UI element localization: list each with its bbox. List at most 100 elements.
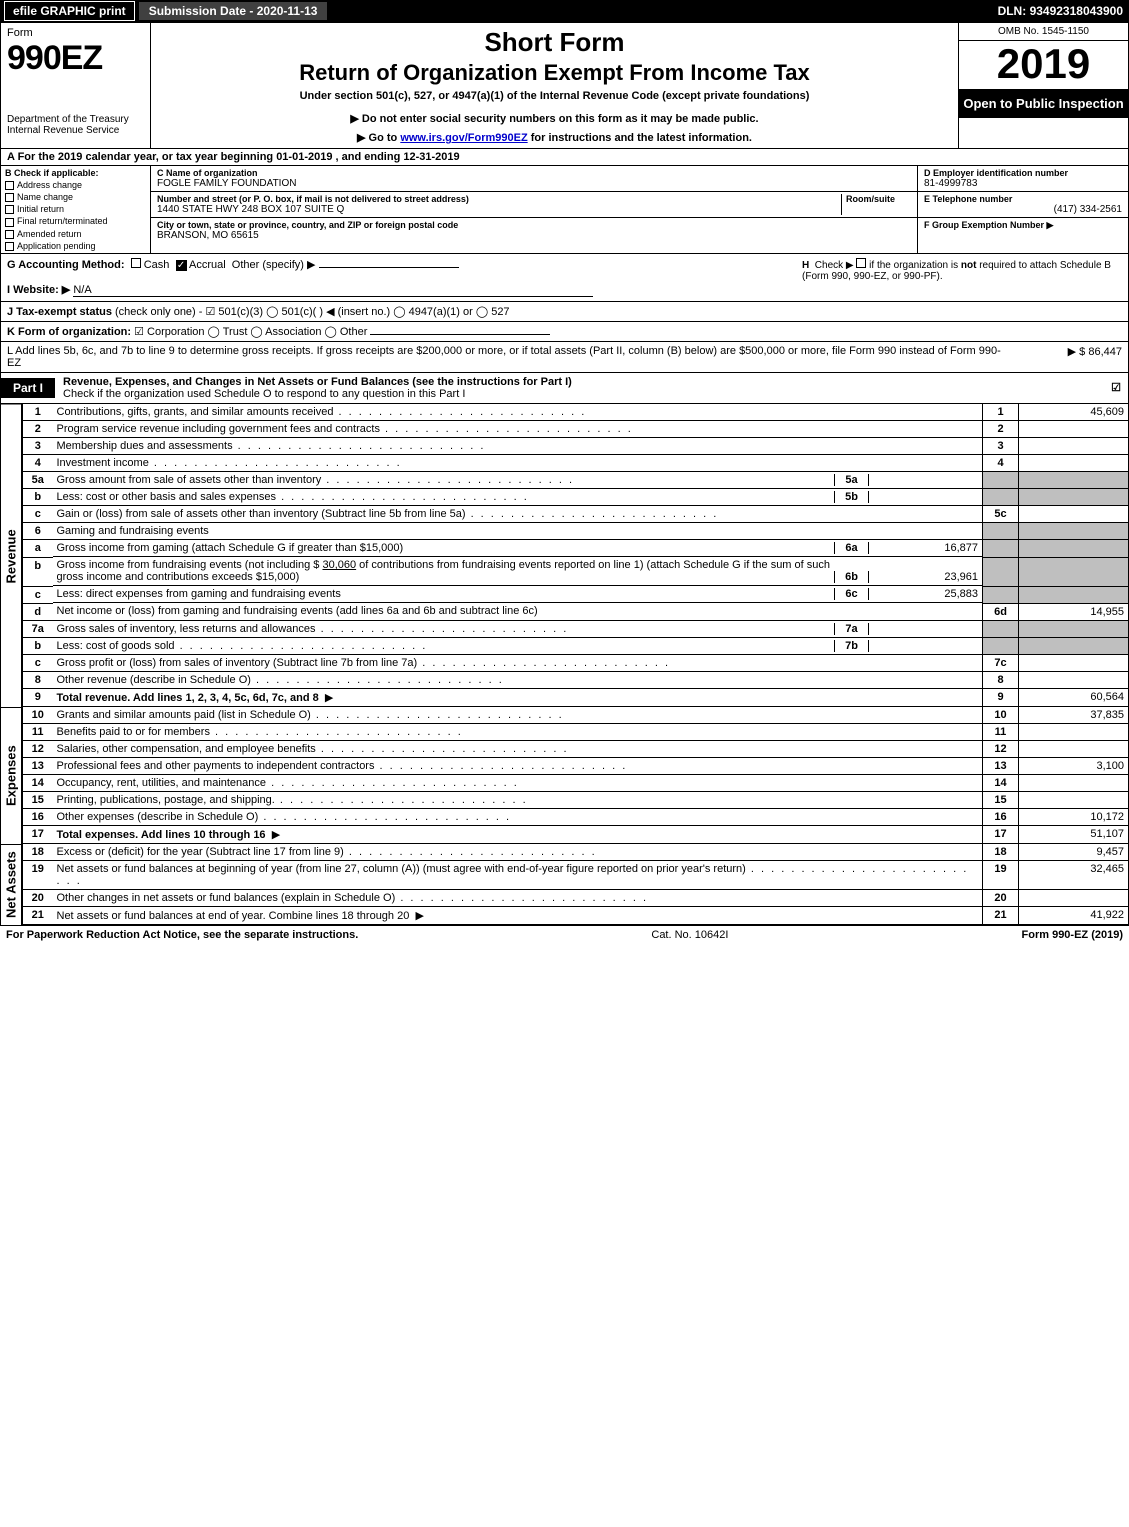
line7c-val	[1019, 655, 1129, 672]
chk-schedule-b[interactable]	[856, 258, 866, 268]
line6c-desc: Less: direct expenses from gaming and fu…	[57, 588, 835, 600]
accounting-row: G Accounting Method: Cash ✓ Accrual Othe…	[0, 254, 1129, 302]
line6c-grey2	[1019, 586, 1129, 603]
city-value: BRANSON, MO 65615	[157, 230, 911, 241]
line19-val: 32,465	[1019, 861, 1129, 890]
line1-col: 1	[983, 404, 1019, 421]
line4-val	[1019, 454, 1129, 471]
line20-col: 20	[983, 890, 1019, 907]
line5a-grey1	[983, 471, 1019, 489]
line1-num: 1	[23, 404, 53, 421]
l-row: L Add lines 5b, 6c, and 7b to line 9 to …	[0, 342, 1129, 373]
dln-value: 93492318043900	[1030, 4, 1123, 18]
org-info-row: B Check if applicable: Address change Na…	[0, 166, 1129, 254]
line7b-grey1	[983, 638, 1019, 655]
line14-desc: Occupancy, rent, utilities, and maintena…	[53, 775, 983, 792]
line5b-grey1	[983, 489, 1019, 506]
chk-initial-return[interactable]	[5, 205, 14, 214]
line6a-subval: 16,877	[868, 542, 978, 554]
line3-desc: Membership dues and assessments	[53, 437, 983, 454]
part1-bar: Part I Revenue, Expenses, and Changes in…	[0, 373, 1129, 404]
line21-num: 21	[23, 907, 53, 925]
line3-num: 3	[23, 437, 53, 454]
chk-final-return[interactable]	[5, 218, 14, 227]
street-value: 1440 STATE HWY 248 BOX 107 SUITE Q	[157, 204, 841, 215]
line6b-num: b	[23, 557, 53, 586]
line6a-num: a	[23, 540, 53, 558]
line6b-grey1	[983, 557, 1019, 586]
revenue-table: 1Contributions, gifts, grants, and simil…	[22, 404, 1129, 708]
line7c-num: c	[23, 655, 53, 672]
k-row: K Form of organization: ☑ Corporation ◯ …	[0, 322, 1129, 342]
line10-num: 10	[23, 707, 53, 724]
footer-catno: Cat. No. 10642I	[358, 929, 1021, 941]
line13-col: 13	[983, 758, 1019, 775]
line11-num: 11	[23, 724, 53, 741]
line10-val: 37,835	[1019, 707, 1129, 724]
line5c-desc: Gain or (loss) from sale of assets other…	[53, 506, 983, 523]
line5b-desc: Less: cost or other basis and sales expe…	[57, 491, 835, 503]
line6b-grey2	[1019, 557, 1129, 586]
chk-amended[interactable]	[5, 230, 14, 239]
line6-num: 6	[23, 523, 53, 540]
line6a-grey1	[983, 540, 1019, 558]
form-header: Form 990EZ Department of the Treasury In…	[0, 22, 1129, 149]
line14-val	[1019, 775, 1129, 792]
line6d-num: d	[23, 603, 53, 620]
line7a-desc: Gross sales of inventory, less returns a…	[57, 623, 835, 635]
line11-desc: Benefits paid to or for members	[53, 724, 983, 741]
irs-link[interactable]: www.irs.gov/Form990EZ	[400, 132, 527, 144]
line8-val	[1019, 672, 1129, 689]
line5a-desc: Gross amount from sale of assets other t…	[57, 474, 835, 486]
line7b-grey2	[1019, 638, 1129, 655]
line7a-grey1	[983, 620, 1019, 638]
ein-label: D Employer identification number	[924, 168, 1122, 178]
line10-col: 10	[983, 707, 1019, 724]
line5b-subval	[868, 491, 978, 503]
line3-val	[1019, 437, 1129, 454]
line5a-sub: 5a	[834, 474, 868, 486]
website-value: N/A	[73, 284, 593, 297]
dept-treasury: Department of the Treasury	[7, 114, 144, 125]
line16-col: 16	[983, 809, 1019, 826]
chk-address-change[interactable]	[5, 181, 14, 190]
line20-num: 20	[23, 890, 53, 907]
efile-topbar: efile GRAPHIC print Submission Date - 20…	[0, 0, 1129, 22]
chk-name-change[interactable]	[5, 193, 14, 202]
line19-col: 19	[983, 861, 1019, 890]
line13-num: 13	[23, 758, 53, 775]
line3-col: 3	[983, 437, 1019, 454]
l-amount: ▶ $ 86,447	[1002, 345, 1122, 369]
submission-value: 2020-11-13	[257, 4, 318, 18]
line6a-desc: Gross income from gaming (attach Schedul…	[57, 542, 835, 554]
line5b-grey2	[1019, 489, 1129, 506]
opt-other-specify: Other (specify) ▶	[232, 259, 316, 271]
opt-final: Final return/terminated	[17, 216, 108, 226]
efile-graphic-print[interactable]: efile GRAPHIC print	[4, 1, 135, 21]
return-title: Return of Organization Exempt From Incom…	[159, 60, 950, 86]
part1-check: ☑	[1104, 381, 1128, 394]
line20-val	[1019, 890, 1129, 907]
line17-desc: Total expenses. Add lines 10 through 16 …	[53, 826, 983, 844]
footer-right: Form 990-EZ (2019)	[1022, 929, 1123, 941]
submission-label: Submission Date -	[149, 4, 257, 18]
part1-title: Revenue, Expenses, and Changes in Net As…	[55, 373, 1104, 403]
street-label: Number and street (or P. O. box, if mail…	[157, 194, 841, 204]
irs: Internal Revenue Service	[7, 125, 144, 136]
l-text: L Add lines 5b, 6c, and 7b to line 9 to …	[7, 345, 1002, 369]
line2-num: 2	[23, 420, 53, 437]
line18-val: 9,457	[1019, 844, 1129, 861]
opt-amended: Amended return	[17, 229, 82, 239]
goto-pre: ▶ Go to	[357, 132, 400, 144]
chk-cash[interactable]	[131, 258, 141, 268]
submission-date: Submission Date - 2020-11-13	[139, 2, 328, 20]
chk-accrual[interactable]: ✓	[176, 260, 187, 271]
j-row: J Tax-exempt status (check only one) - ☑…	[0, 302, 1129, 322]
line16-val: 10,172	[1019, 809, 1129, 826]
line8-col: 8	[983, 672, 1019, 689]
opt-pending: Application pending	[17, 241, 96, 251]
line18-num: 18	[23, 844, 53, 861]
part1-subtitle: Check if the organization used Schedule …	[63, 388, 465, 400]
line19-desc: Net assets or fund balances at beginning…	[53, 861, 983, 890]
chk-pending[interactable]	[5, 242, 14, 251]
